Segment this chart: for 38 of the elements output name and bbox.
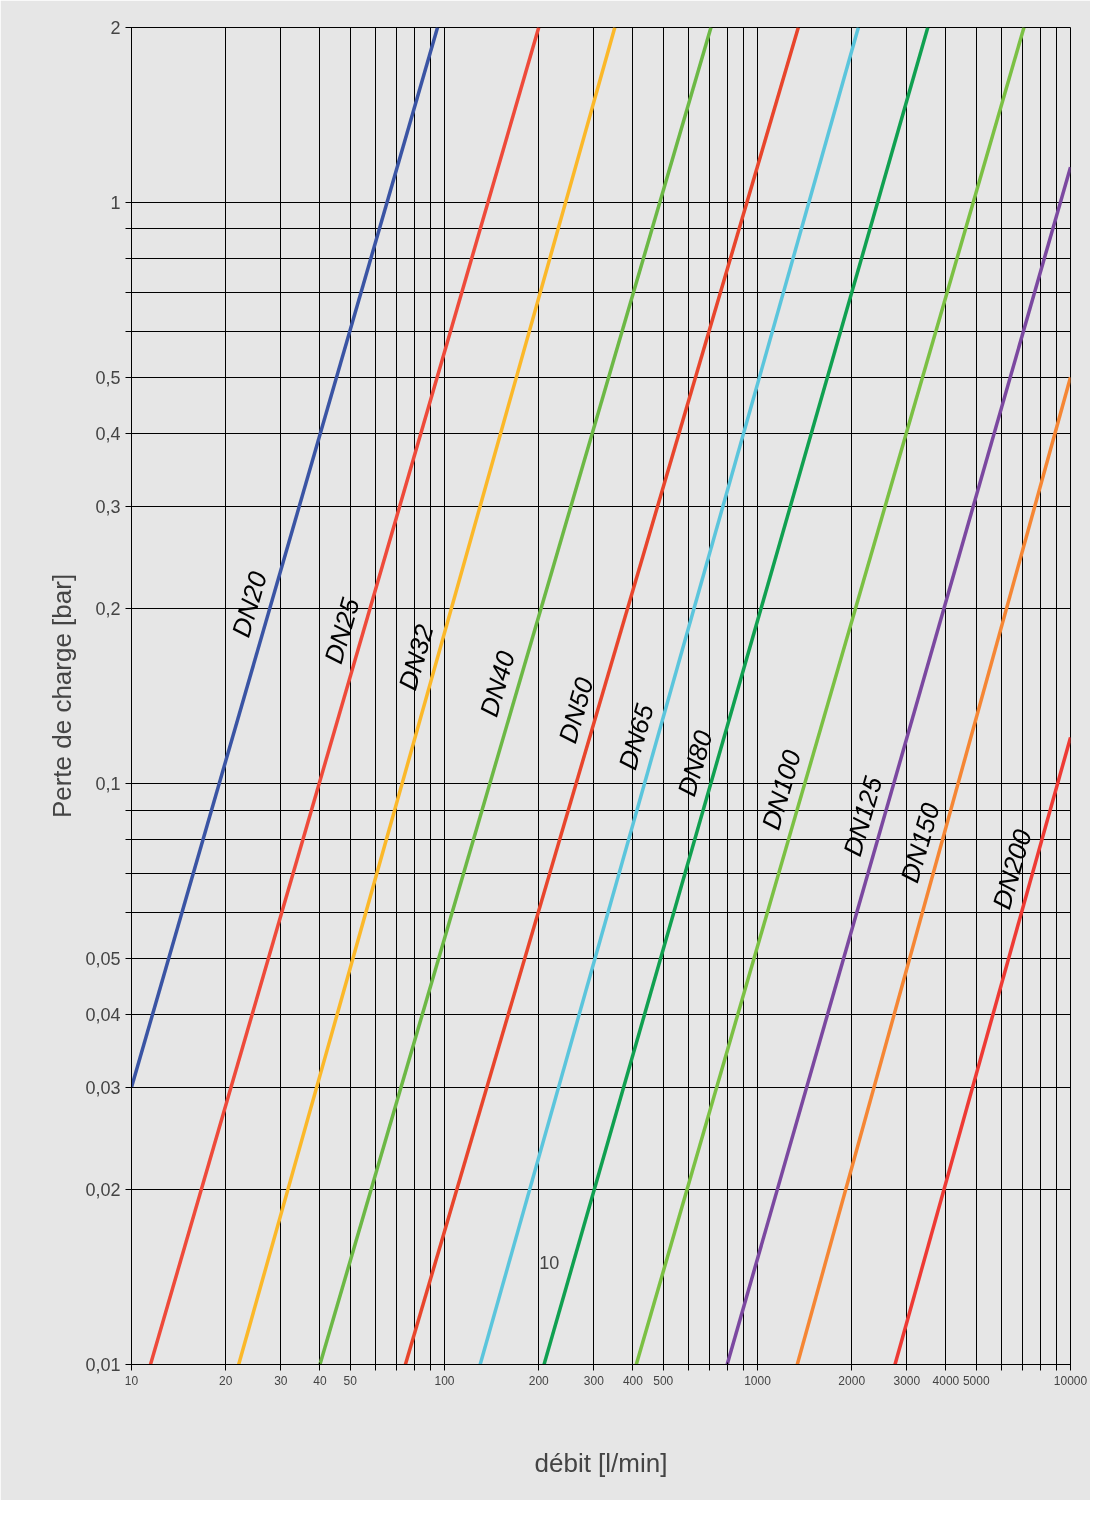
x-tick-label: 10000 [1053, 1373, 1088, 1388]
y-tick-label: 1 [110, 192, 121, 213]
x-tick-label: 400 [622, 1373, 644, 1388]
text: DN65 [612, 700, 660, 773]
text: DN150 [894, 799, 946, 886]
x-tick-label: 2000 [838, 1373, 866, 1388]
x-tick-label: 100 [434, 1373, 455, 1388]
text: DN20 [225, 567, 274, 641]
x-tick-label: 30 [274, 1373, 288, 1388]
y-tick-label: 0,1 [95, 773, 121, 794]
x-axis-title: débit [l/min] [534, 1447, 668, 1478]
text: DN25 [318, 594, 366, 667]
y-tick-label: 0,3 [95, 496, 121, 517]
x-tick-label: 4000 [932, 1373, 960, 1388]
y-tick-label: 2 [110, 18, 121, 38]
x-tick-label: 500 [653, 1373, 674, 1388]
x-tick-label: 40 [313, 1373, 327, 1388]
y-tick-label: 0,03 [85, 1077, 121, 1098]
annotation: 10 [539, 1252, 560, 1273]
y-tick-label: 0,4 [95, 424, 121, 445]
y-tick-label: 0,2 [95, 599, 121, 620]
y-tick-label: 0,01 [85, 1355, 121, 1375]
x-tick-label: 50 [343, 1373, 358, 1388]
x-tick-label: 300 [583, 1373, 605, 1388]
x-tick-label: 10 [124, 1373, 139, 1388]
y-tick-label: 0,04 [85, 1005, 121, 1026]
y-axis-title: Perte de charge [bar] [47, 573, 78, 819]
y-tick-label: 0,5 [95, 367, 121, 388]
x-tick-label: 3000 [893, 1373, 921, 1388]
x-tick-label: 20 [219, 1373, 233, 1388]
text: DN100 [755, 746, 808, 833]
y-tick-label: 0,05 [85, 948, 121, 969]
x-tick-label: 1000 [744, 1373, 772, 1388]
x-tick-label: 200 [528, 1373, 550, 1388]
text: DN50 [552, 673, 600, 747]
text: DN40 [473, 647, 522, 720]
x-tick-label: 5000 [962, 1373, 990, 1388]
y-tick-label: 0,02 [85, 1180, 121, 1201]
